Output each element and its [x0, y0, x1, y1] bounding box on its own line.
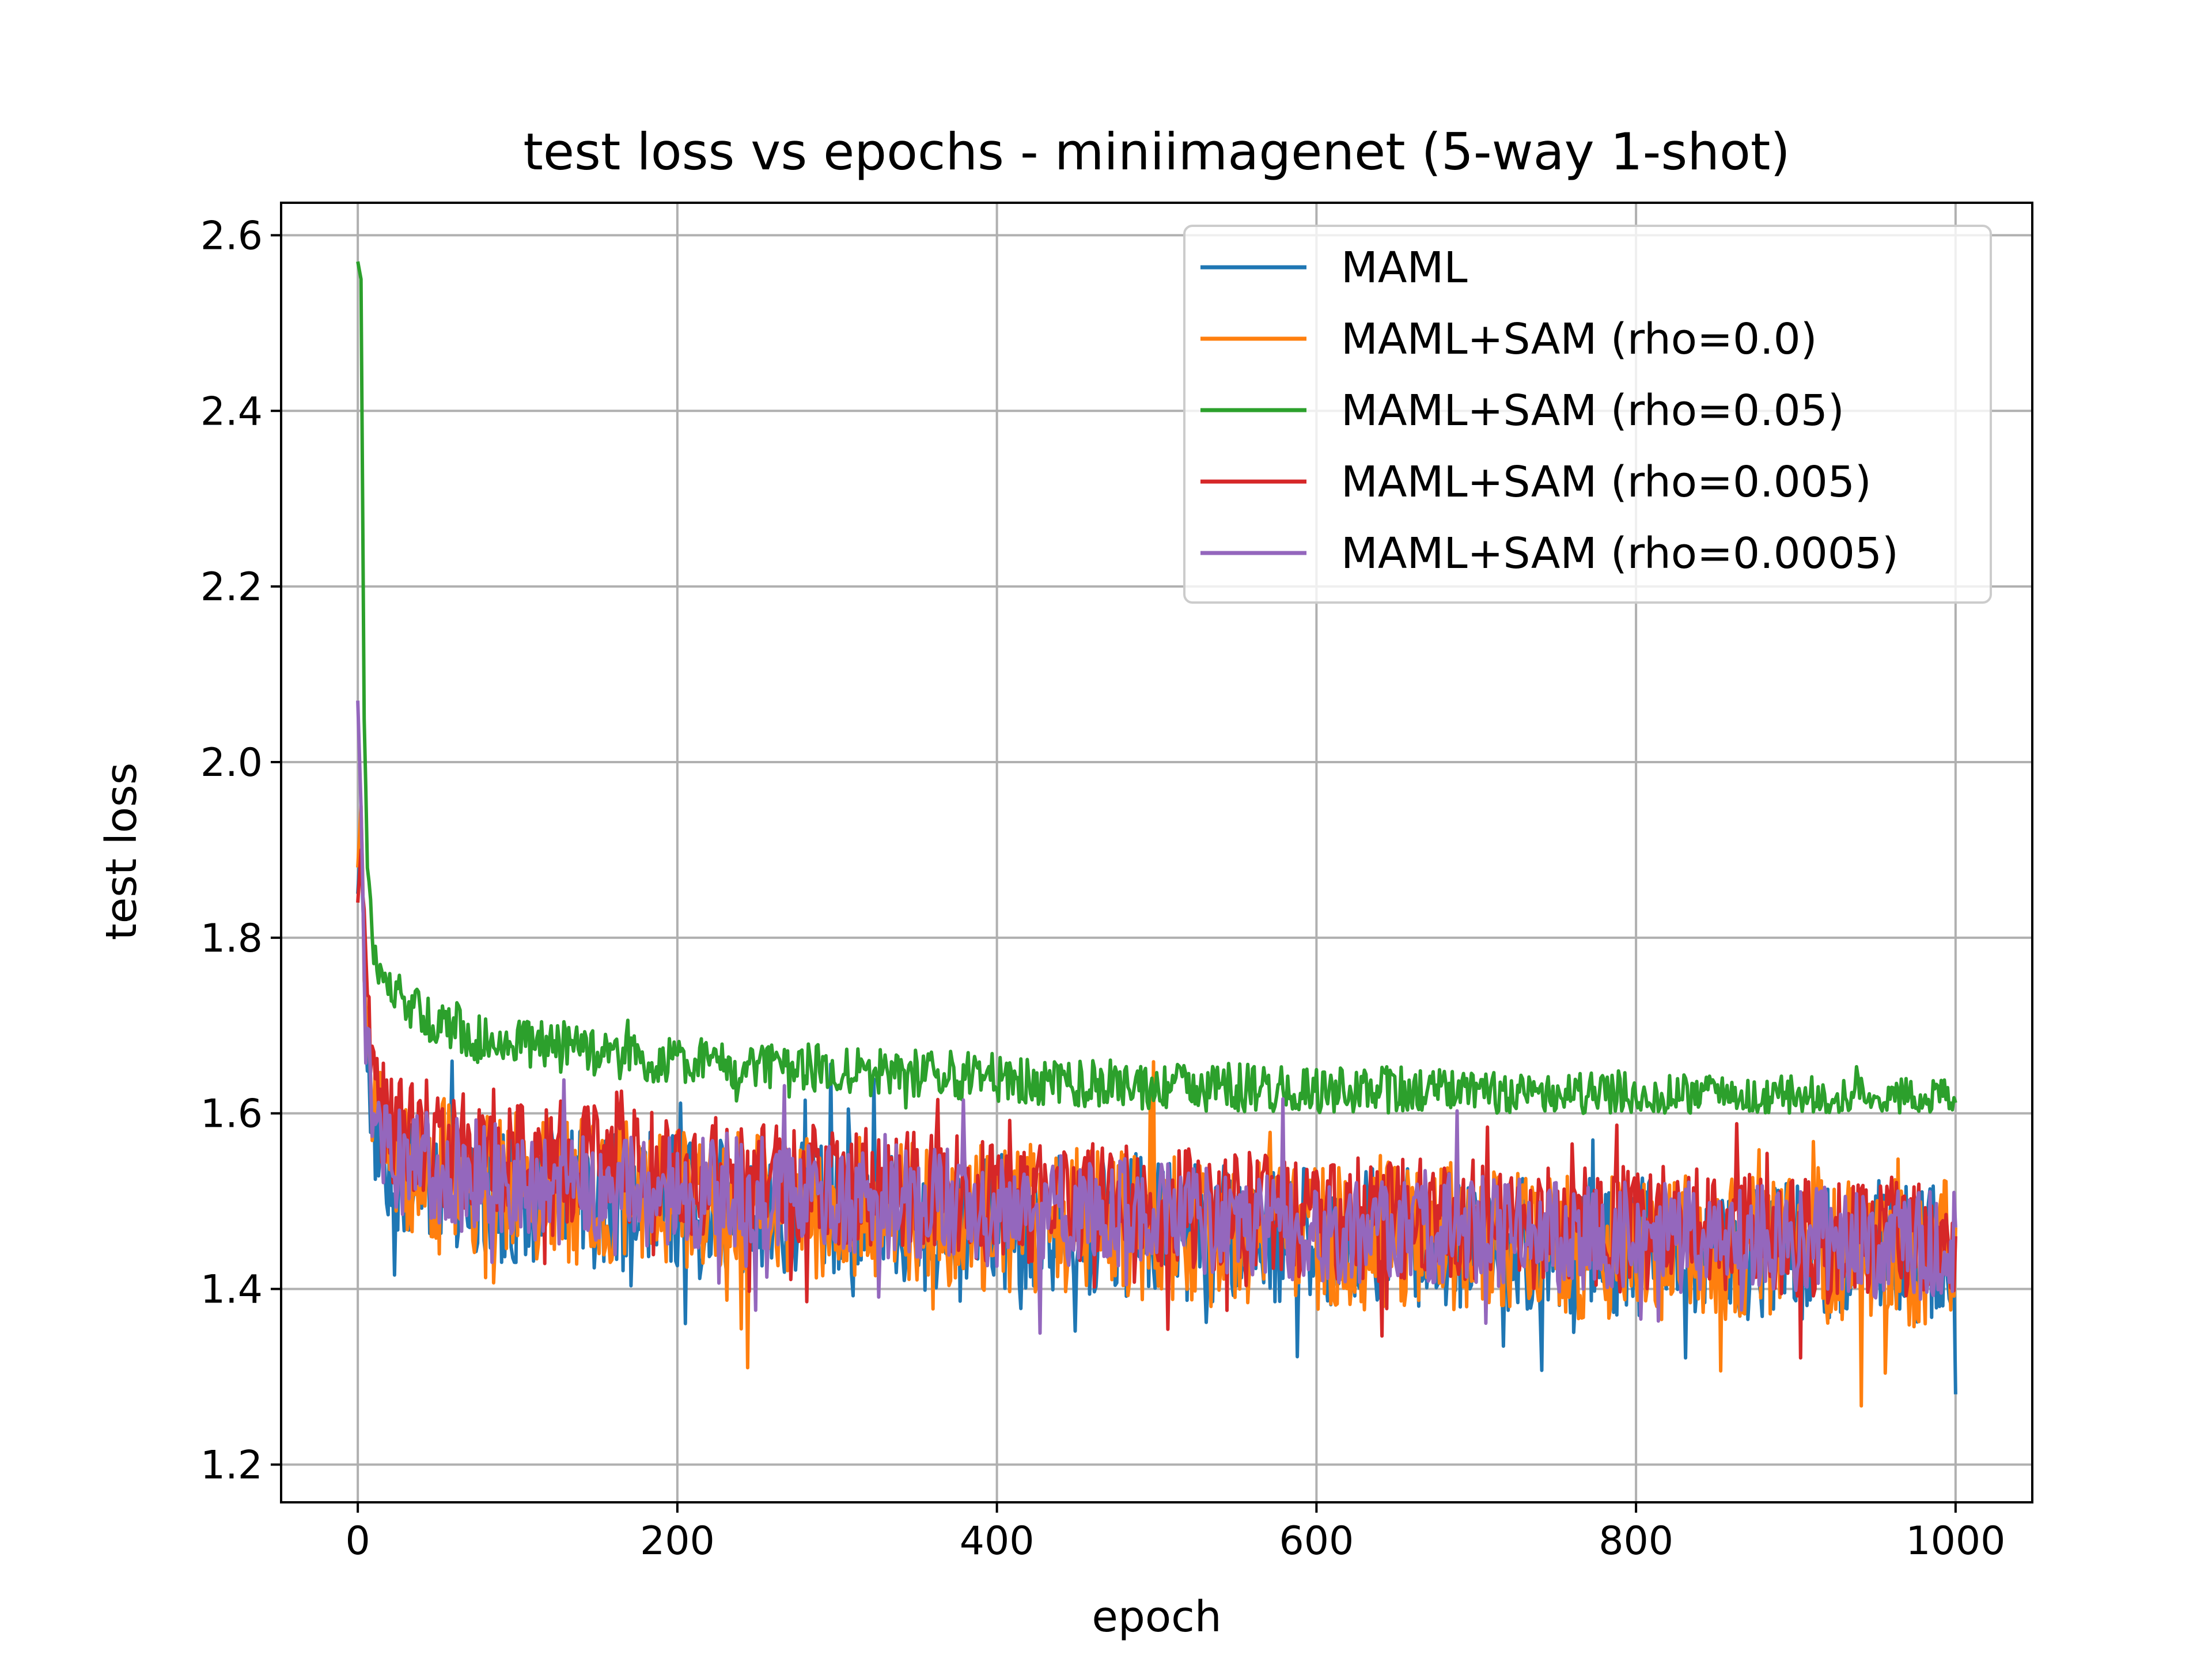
y-tick-label: 1.4 [200, 1267, 263, 1313]
legend-box [1183, 225, 1992, 604]
legend-label: MAML+SAM (rho=0.005) [1341, 457, 1872, 507]
series-line [356, 261, 1957, 1115]
legend: MAML MAML+SAM (rho=0.0) MAML+SAM (rho=0.05… [1183, 225, 1992, 604]
y-axis-label: test loss [97, 763, 146, 941]
x-tick-label: 600 [1279, 1518, 1354, 1564]
x-tick-label: 400 [960, 1518, 1035, 1564]
legend-label: MAML+SAM (rho=0.0) [1341, 315, 1817, 364]
x-axis-label: epoch [1092, 1592, 1221, 1642]
legend-label: MAML [1341, 243, 1468, 293]
series-line [356, 700, 1957, 1335]
x-tick-label: 0 [346, 1518, 370, 1564]
axes-frame [280, 202, 2033, 1503]
plot-area [356, 261, 1957, 1408]
y-tick-label: 2.2 [200, 565, 263, 610]
legend-label: MAML+SAM (rho=0.05) [1341, 386, 1844, 435]
y-tick-label: 2.4 [200, 389, 263, 434]
y-tick-label: 1.2 [200, 1442, 263, 1488]
y-tick-label: 1.8 [200, 916, 263, 961]
axis-ticks: 0 200 400 600 800 1000 1.2 1.4 1.6 1.8 2.0 2.2 2.4 2.… [200, 213, 2006, 1564]
x-tick-label: 800 [1599, 1518, 1673, 1564]
grid [281, 203, 2032, 1502]
y-tick-label: 2.6 [200, 213, 263, 259]
x-tick-label: 1000 [1906, 1518, 2005, 1564]
chart-title: test loss vs epochs - miniimagenet (5-wa… [523, 122, 1790, 181]
y-tick-label: 2.0 [200, 740, 263, 786]
legend-label: MAML+SAM (rho=0.0005) [1341, 529, 1899, 578]
x-tick-label: 200 [640, 1518, 715, 1564]
y-tick-label: 1.6 [200, 1092, 263, 1137]
